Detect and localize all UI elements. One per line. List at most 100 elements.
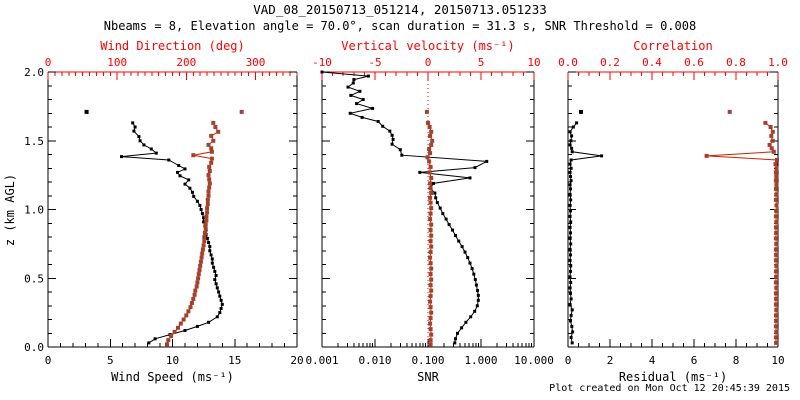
correlation-profile-marker xyxy=(774,263,779,268)
wind-direction-marker xyxy=(193,288,198,293)
vertical-velocity-marker xyxy=(428,338,433,343)
top-tick-label: 0 xyxy=(425,56,432,69)
correlation-profile-marker xyxy=(771,149,776,154)
correlation-profile-marker xyxy=(773,324,778,329)
residual-profile-marker xyxy=(569,253,572,257)
wind-direction-marker xyxy=(207,177,212,182)
snr-profile-marker xyxy=(381,124,385,128)
series-wind-speed xyxy=(84,109,224,345)
vertical-velocity-marker xyxy=(428,321,433,326)
x-tick-label: 0.100 xyxy=(411,354,444,367)
y-axis-title: z (km AGL) xyxy=(3,174,17,246)
correlation-profile-line xyxy=(706,122,778,343)
vertical-velocity-marker xyxy=(429,266,434,271)
x-tick-label: 10 xyxy=(771,354,784,367)
residual-profile-marker xyxy=(569,209,572,213)
y-tick-label: 1.5 xyxy=(24,135,44,148)
wind-direction-marker xyxy=(207,164,212,169)
wind-direction-marker xyxy=(203,222,208,227)
correlation-profile-marker xyxy=(774,340,779,345)
wind-direction-marker xyxy=(199,255,204,260)
vertical-velocity-marker xyxy=(429,310,434,315)
residual-profile-marker xyxy=(568,236,572,240)
top-tick-label: 0.2 xyxy=(600,56,620,69)
top-tick-label: 200 xyxy=(176,56,196,69)
correlation-profile-marker xyxy=(773,225,778,230)
vertical-velocity-marker xyxy=(428,283,433,288)
top-tick-label: 100 xyxy=(107,56,127,69)
wind-direction-marker xyxy=(202,239,207,244)
snr-profile-marker xyxy=(447,223,451,227)
vertical-velocity-marker xyxy=(428,255,433,260)
snr-profile-marker xyxy=(474,283,478,287)
wind-speed-marker xyxy=(219,307,223,310)
wind-direction-isolated-marker xyxy=(239,109,244,114)
vertical-velocity-marker xyxy=(426,120,430,125)
correlation-profile-marker xyxy=(774,182,779,187)
snr-profile-marker xyxy=(476,293,480,297)
top-tick-label: 0.0 xyxy=(558,56,578,69)
top-tick-label: 0.6 xyxy=(684,56,704,69)
wind-speed-marker xyxy=(199,208,203,211)
series-vertical-velocity xyxy=(424,109,435,347)
top-tick-label: -10 xyxy=(312,56,332,69)
wind-speed-marker xyxy=(154,151,158,155)
wind-speed-marker xyxy=(207,241,211,244)
wind-direction-marker xyxy=(206,173,211,178)
correlation-profile-marker xyxy=(774,166,779,171)
correlation-profile-marker xyxy=(767,142,772,147)
wind-speed-marker xyxy=(120,155,123,159)
top-axis-title: Correlation xyxy=(633,39,712,53)
correlation-profile-marker xyxy=(773,269,778,274)
snr-profile-marker xyxy=(464,320,468,324)
correlation-profile-marker xyxy=(775,158,779,162)
wind-speed-marker xyxy=(214,274,218,277)
snr-profile-marker xyxy=(432,181,435,185)
vertical-velocity-isolated-marker xyxy=(424,109,429,114)
residual-profile-marker xyxy=(570,150,574,154)
correlation-profile-marker xyxy=(774,219,779,224)
wind-speed-marker xyxy=(153,337,157,341)
residual-profile-marker xyxy=(570,134,574,138)
wind-direction-marker xyxy=(207,185,212,190)
wind-speed-marker xyxy=(213,269,217,273)
wind-speed-marker xyxy=(214,282,218,286)
vertical-velocity-marker xyxy=(428,261,433,266)
x-tick-label: 0.001 xyxy=(305,354,338,367)
snr-profile-marker xyxy=(472,272,476,276)
residual-profile-marker xyxy=(569,269,572,273)
residual-profile-marker xyxy=(568,203,572,207)
snr-profile-marker xyxy=(366,74,370,78)
wind-speed-marker xyxy=(137,135,141,139)
correlation-profile-marker xyxy=(774,208,779,213)
vertical-velocity-marker xyxy=(427,159,432,164)
snr-profile-marker xyxy=(476,298,480,302)
wind-direction-marker xyxy=(202,235,207,239)
vertical-velocity-marker xyxy=(428,250,433,255)
vertical-velocity-marker xyxy=(428,217,433,222)
vertical-velocity-marker xyxy=(428,228,433,233)
residual-profile-marker xyxy=(568,162,572,166)
top-tick-label: 300 xyxy=(246,56,266,69)
correlation-profile-marker xyxy=(768,125,773,129)
wind-speed-marker xyxy=(195,324,199,328)
top-tick-label: 10 xyxy=(527,56,540,69)
snr-profile-marker xyxy=(390,142,394,146)
x-tick-label: 8 xyxy=(733,354,740,367)
series-snr-profile xyxy=(320,70,489,345)
wind-speed-marker xyxy=(147,341,151,345)
wind-speed-marker xyxy=(207,320,211,324)
vertical-velocity-marker xyxy=(428,200,433,205)
vertical-velocity-marker xyxy=(428,181,433,186)
snr-profile-marker xyxy=(451,228,454,232)
correlation-profile-marker xyxy=(773,186,778,191)
wind-speed-marker xyxy=(195,199,199,203)
wind-speed-marker xyxy=(192,194,196,198)
wind-speed-isolated-marker xyxy=(84,109,89,114)
residual-profile-marker xyxy=(569,179,573,183)
wind-direction-marker xyxy=(189,301,194,305)
snr-profile-marker xyxy=(434,196,438,200)
snr-profile-marker xyxy=(400,153,404,157)
residual-profile-marker xyxy=(568,183,572,187)
